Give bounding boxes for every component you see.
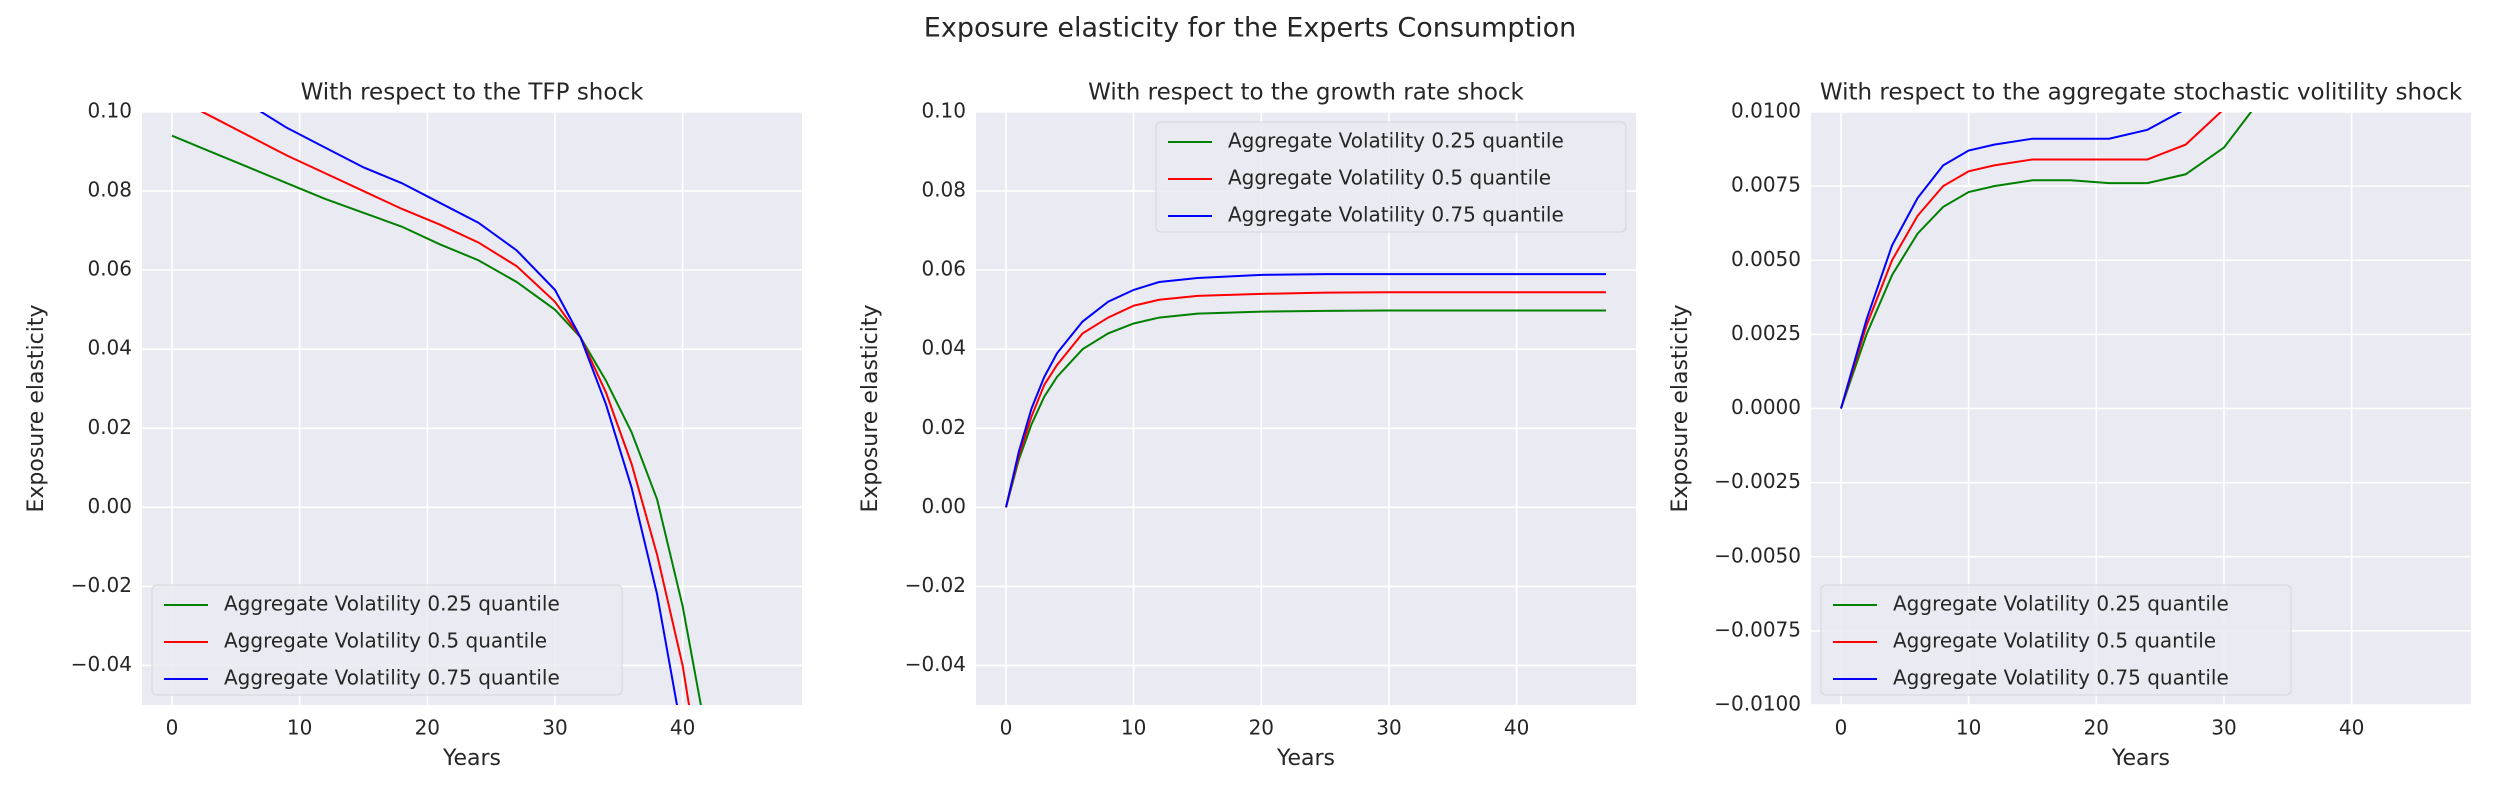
y-tick-label: 0.02 [921,415,966,439]
x-axis-label: Years [1276,746,1335,771]
x-tick-label: 10 [1956,716,1981,740]
y-tick-label: −0.04 [905,652,966,676]
subplot-title: With respect to the growth rate shock [1088,80,1524,106]
x-axis-label: Years [442,746,501,771]
legend-label: Aggregate Volatility 0.75 quantile [1228,203,1564,227]
y-tick-label: 0.08 [921,178,966,202]
x-tick-label: 10 [287,716,312,740]
y-axis-label: Exposure elasticity [1668,304,1693,512]
legend-frame [1820,584,2292,696]
legend-label: Aggregate Volatility 0.5 quantile [224,629,547,653]
plot-lines [1840,112,2253,409]
x-tick-label: 30 [2211,716,2236,740]
x-tick-label: 20 [2084,716,2109,740]
y-tick-label: −0.0100 [1714,692,1801,716]
line [1005,291,1606,508]
line [1840,112,2183,409]
line [200,112,691,705]
y-tick-label: −0.0050 [1714,543,1801,567]
y-axis-label: Exposure elasticity [858,304,883,512]
y-tick-label: −0.04 [71,652,132,676]
y-tick-label: 0.10 [87,99,132,123]
line [1005,309,1606,508]
y-tick-label: 0.0075 [1731,173,1801,197]
y-tick-label: 0.0050 [1731,247,1801,271]
y-tick-label: 0.00 [87,494,132,518]
y-tick-label: 0.0000 [1731,395,1801,419]
legend-label: Aggregate Volatility 0.25 quantile [1893,592,2229,616]
x-tick-label: 30 [542,716,567,740]
legend-label: Aggregate Volatility 0.5 quantile [1893,629,2216,653]
legend-label: Aggregate Volatility 0.75 quantile [1893,666,2229,690]
line [1840,112,2253,409]
x-tick-label: 0 [1000,716,1013,740]
y-tick-label: 0.08 [87,178,132,202]
y-axis-label: Exposure elasticity [24,304,49,512]
y-tick-label: 0.06 [921,257,966,281]
legend-label: Aggregate Volatility 0.25 quantile [224,592,560,616]
legend: Aggregate Volatility 0.25 quantile Aggreg… [151,584,623,696]
y-tick-label: 0.06 [87,257,132,281]
y-tick-label: 0.00 [921,494,966,518]
legend: Aggregate Volatility 0.25 quantile Aggreg… [1155,121,1627,233]
y-tick-label: 0.02 [87,415,132,439]
y-tick-label: 0.0100 [1731,99,1801,123]
y-tick-label: −0.0075 [1714,617,1801,641]
x-axis-label: Years [2111,746,2170,771]
x-tick-label: 10 [1121,716,1146,740]
line [1840,112,2223,409]
y-tick-label: −0.0025 [1714,469,1801,493]
legend-label: Aggregate Volatility 0.5 quantile [1228,166,1551,190]
legend-frame [1155,121,1627,233]
x-tick-label: 0 [1835,716,1848,740]
line [171,134,702,705]
x-tick-label: 40 [670,716,695,740]
x-tick-label: 0 [166,716,179,740]
legend-label: Aggregate Volatility 0.25 quantile [1228,129,1564,153]
line [1005,273,1606,508]
plot-lines [171,112,702,705]
y-tick-label: 0.0025 [1731,321,1801,345]
line [259,112,678,705]
figure-title: Exposure elasticity for the Experts Cons… [924,13,1576,44]
y-tick-label: −0.02 [71,573,132,597]
subplot-title: With respect to the TFP shock [301,80,645,106]
x-tick-label: 30 [1376,716,1401,740]
y-tick-label: 0.10 [921,99,966,123]
legend-label: Aggregate Volatility 0.75 quantile [224,666,560,690]
x-tick-label: 40 [2339,716,2364,740]
x-tick-label: 40 [1504,716,1529,740]
x-tick-label: 20 [415,716,440,740]
plot-lines [1005,273,1606,508]
legend-frame [151,584,623,696]
y-tick-label: −0.02 [905,573,966,597]
x-tick-label: 20 [1249,716,1274,740]
subplot-title: With respect to the aggregate stochastic… [1820,80,2463,106]
y-tick-label: 0.04 [87,336,132,360]
y-tick-label: 0.04 [921,336,966,360]
legend: Aggregate Volatility 0.25 quantile Aggreg… [1820,584,2292,696]
